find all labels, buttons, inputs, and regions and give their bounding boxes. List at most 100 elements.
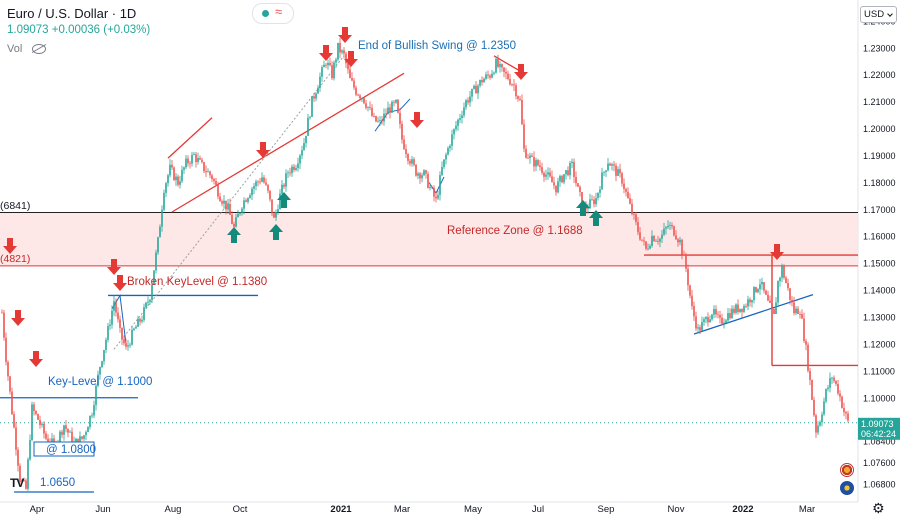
candle-body xyxy=(289,172,291,174)
candle-body xyxy=(553,182,555,186)
volume-label[interactable]: Vol xyxy=(7,43,47,55)
candle-body xyxy=(11,391,13,415)
candle-body xyxy=(505,71,507,74)
candle-body xyxy=(371,107,373,116)
candle-body xyxy=(811,379,813,400)
candle-body xyxy=(347,63,349,70)
candle-body xyxy=(223,200,225,204)
y-tick-label: 1.23000 xyxy=(863,43,896,53)
sell-arrow-icon xyxy=(770,244,784,260)
candle-body xyxy=(235,217,237,227)
candle-body xyxy=(613,164,615,166)
candle-body xyxy=(337,42,339,60)
sell-arrow-icon xyxy=(344,51,358,67)
candle-body xyxy=(159,226,161,238)
hide-eye-icon[interactable] xyxy=(32,44,47,55)
candle-body xyxy=(561,176,563,183)
candle-body xyxy=(453,129,455,135)
candle-body xyxy=(469,96,471,103)
candle-body xyxy=(193,154,195,156)
candle-body xyxy=(395,99,397,103)
candle-body xyxy=(671,225,673,227)
candle-body xyxy=(167,175,169,184)
candle-body xyxy=(151,284,153,300)
candle-body xyxy=(393,101,395,103)
candle-body xyxy=(227,203,229,210)
candle-body xyxy=(687,268,689,286)
annotation-key-level: Key-Level @ 1.1000 xyxy=(48,376,152,388)
candle-body xyxy=(245,200,247,202)
candle-body xyxy=(33,404,35,412)
candle-body xyxy=(661,234,663,239)
candle-body xyxy=(749,299,751,303)
candle-body xyxy=(761,282,763,285)
candle-body xyxy=(53,438,55,443)
candle-body xyxy=(147,301,149,303)
candle-body xyxy=(499,64,501,67)
candle-body xyxy=(37,414,39,420)
candle-body xyxy=(795,308,797,314)
candle-body xyxy=(449,145,451,148)
candle-body xyxy=(379,120,381,121)
candle-body xyxy=(343,50,345,54)
indicator-toggle[interactable]: ≈ xyxy=(252,3,294,24)
path-projection xyxy=(374,98,411,132)
candle-body xyxy=(313,96,315,99)
candle-body xyxy=(267,184,269,191)
candle-body xyxy=(589,199,591,209)
candle-body xyxy=(693,305,695,317)
x-tick-label: Mar xyxy=(394,504,410,515)
candle-body xyxy=(389,107,391,113)
candle-body xyxy=(511,84,513,86)
candle-body xyxy=(729,313,731,319)
candle-body xyxy=(633,213,635,215)
symbol-title[interactable]: Euro / U.S. Dollar · 1D xyxy=(7,6,137,21)
currency-select[interactable]: USD xyxy=(860,6,897,23)
candle-body xyxy=(209,171,211,176)
x-tick-label: May xyxy=(464,504,482,515)
candle-body xyxy=(85,432,87,436)
candle-body xyxy=(171,164,173,168)
eu-flag-icon[interactable] xyxy=(840,481,854,495)
candle-body xyxy=(525,148,527,158)
candle-body xyxy=(603,171,605,173)
candle-body xyxy=(247,198,249,202)
candle-body xyxy=(265,182,267,185)
candle-body xyxy=(503,67,505,72)
candle-body xyxy=(745,306,747,307)
candle-body xyxy=(537,160,539,166)
candle-body xyxy=(507,73,509,80)
annotation-1080-box xyxy=(33,441,95,457)
candle-body xyxy=(259,181,261,183)
candle-body xyxy=(607,163,609,171)
candle-body xyxy=(407,154,409,161)
candle-body xyxy=(663,228,665,235)
candle-body xyxy=(71,431,73,444)
candle-body xyxy=(61,431,63,435)
candle-body xyxy=(79,436,81,446)
candle-body xyxy=(1,312,3,314)
candle-body xyxy=(409,160,411,164)
y-tick-label: 1.16000 xyxy=(863,232,896,242)
candle-body xyxy=(577,183,579,187)
candle-body xyxy=(835,380,837,384)
y-tick-label: 1.18000 xyxy=(863,178,896,188)
candle-body xyxy=(19,465,21,482)
candle-body xyxy=(563,174,565,183)
candle-body xyxy=(625,188,627,192)
buy-arrow-icon xyxy=(227,227,241,243)
candle-body xyxy=(417,173,419,176)
tradingview-logo-icon[interactable]: TV xyxy=(10,476,24,490)
candle-body xyxy=(351,78,353,81)
candle-body xyxy=(359,95,361,99)
candle-body xyxy=(421,175,423,179)
candle-body xyxy=(513,84,515,86)
gear-icon[interactable]: ⚙ xyxy=(872,500,885,516)
candle-body xyxy=(755,287,757,293)
y-tick-label: 1.15000 xyxy=(863,259,896,269)
us-flag-icon[interactable] xyxy=(840,463,854,477)
x-tick-label: 2021 xyxy=(330,504,352,515)
candle-body xyxy=(169,164,171,176)
